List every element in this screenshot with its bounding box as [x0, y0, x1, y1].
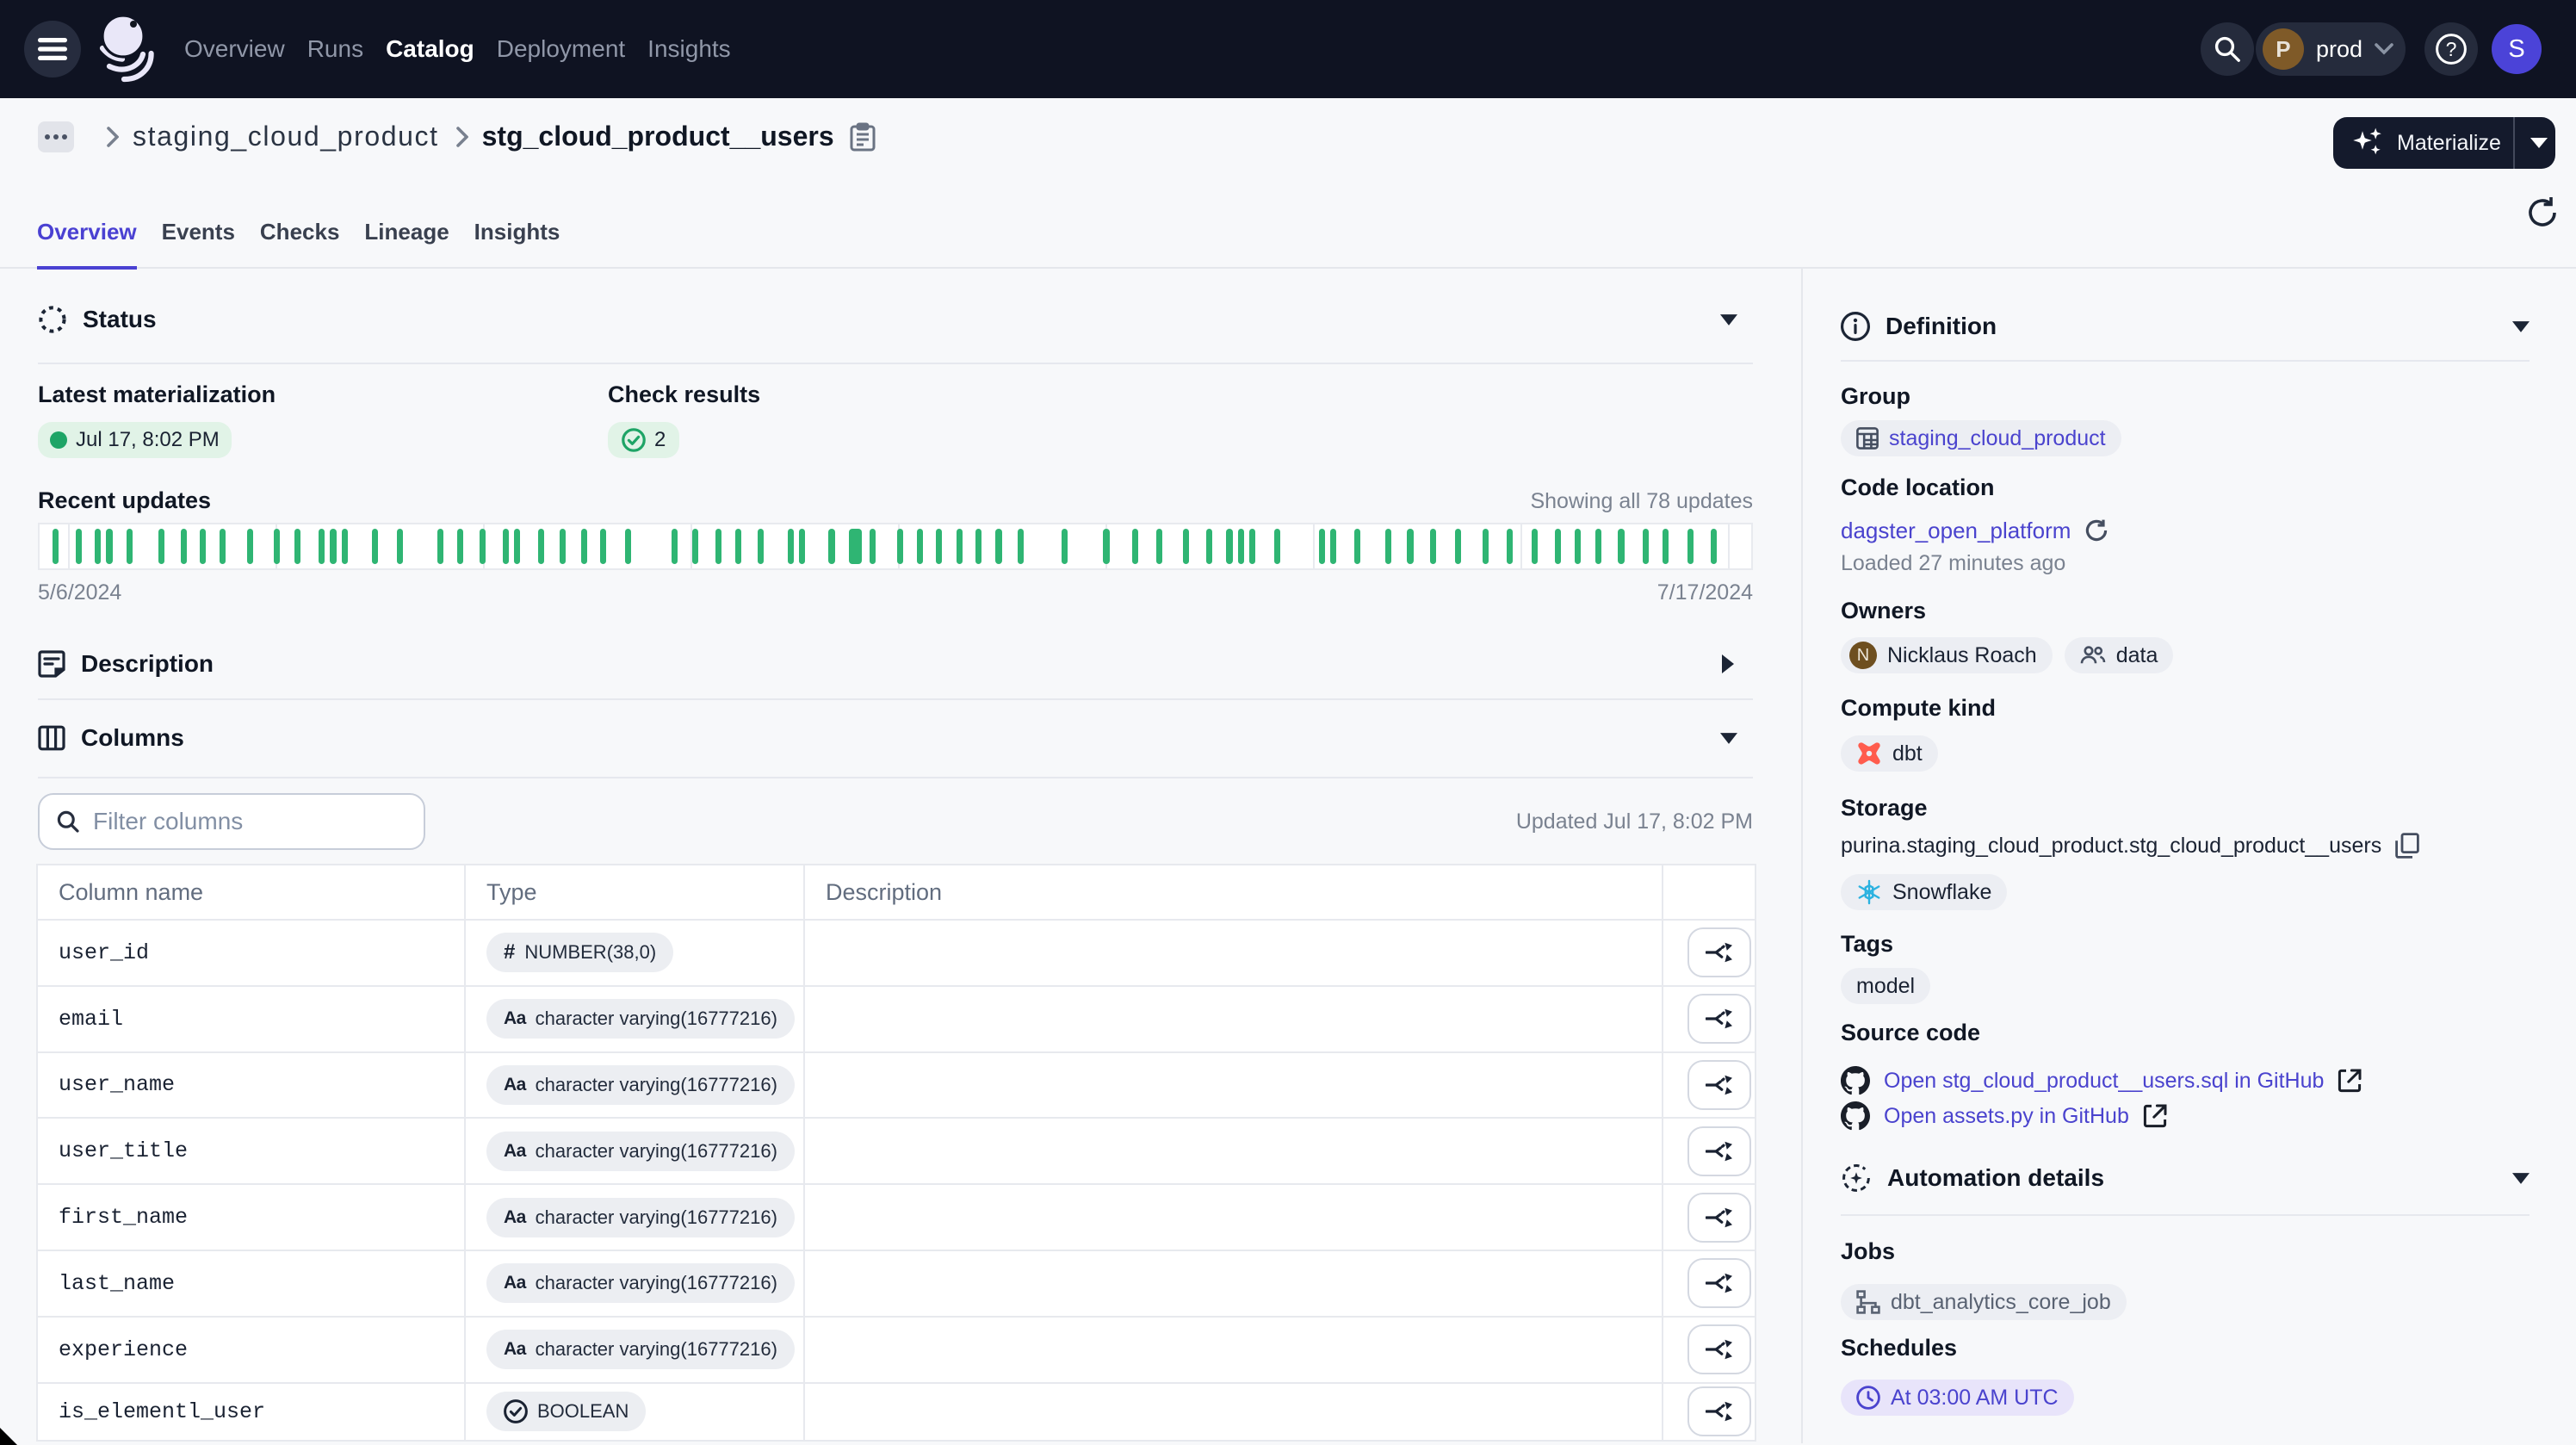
svg-text:?: ? [2446, 38, 2457, 60]
